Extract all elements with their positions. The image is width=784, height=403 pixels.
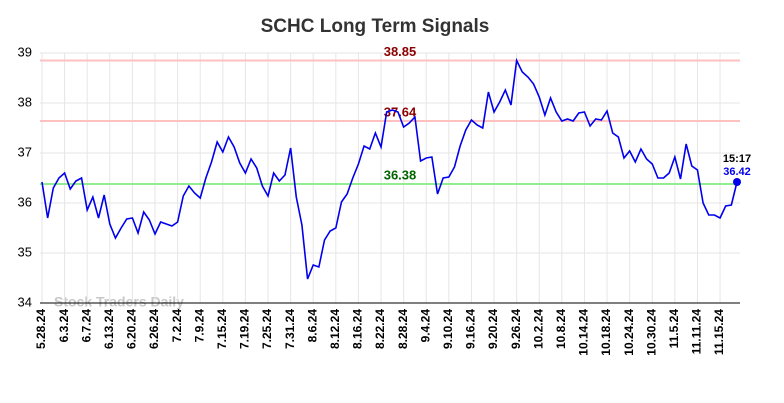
reference-label: 38.85 [384, 44, 417, 59]
last-value: 36.42 [723, 166, 751, 178]
x-tick-label: 7.2.24 [170, 309, 184, 343]
price-line [41, 57, 738, 280]
x-tick-label: 9.20.24 [486, 309, 500, 349]
x-tick-label: 8.28.24 [396, 309, 410, 349]
y-tick-label: 34 [18, 294, 32, 309]
x-tick-label: 6.26.24 [147, 309, 161, 349]
x-tick-label: 9.16.24 [464, 309, 478, 349]
x-tick-label: 10.30.24 [644, 309, 658, 356]
x-tick-label: 11.15.24 [712, 309, 726, 355]
reference-label: 36.38 [384, 167, 417, 182]
y-tick-label: 36 [18, 194, 32, 209]
x-tick-label: 7.25.24 [260, 309, 274, 349]
watermark: Stock Traders Daily [54, 294, 184, 310]
x-tick-label: 8.6.24 [305, 309, 319, 343]
x-tick-label: 10.24.24 [622, 309, 636, 356]
x-tick-label: 6.20.24 [125, 309, 139, 349]
x-tick-label: 7.9.24 [192, 309, 206, 343]
x-tick-label: 10.2.24 [531, 309, 545, 349]
x-tick-label: 6.3.24 [57, 309, 71, 343]
x-tick-label: 9.4.24 [418, 309, 432, 343]
x-tick-label: 10.8.24 [554, 309, 568, 349]
x-tick-label: 10.18.24 [599, 309, 613, 356]
y-tick-label: 35 [18, 244, 32, 259]
x-tick-label: 8.16.24 [351, 309, 365, 349]
x-tick-label: 11.5.24 [667, 309, 681, 349]
x-tick-label: 6.13.24 [102, 309, 116, 349]
x-tick-label: 10.14.24 [577, 309, 591, 356]
x-tick-label: 11.11.24 [690, 309, 704, 355]
last-point [733, 178, 741, 186]
x-tick-label: 6.7.24 [79, 309, 93, 343]
x-tick-label: 9.10.24 [441, 309, 455, 349]
x-tick-label: 8.22.24 [373, 309, 387, 349]
x-tick-label: 5.28.24 [34, 309, 48, 349]
x-tick-label: 7.31.24 [283, 309, 297, 349]
y-tick-label: 37 [18, 144, 32, 159]
x-tick-label: 9.26.24 [509, 309, 523, 349]
x-tick-label: 8.12.24 [328, 309, 342, 349]
chart-title: SCHC Long Term Signals [261, 16, 490, 37]
y-tick-label: 38 [18, 94, 32, 109]
last-time: 15:17 [723, 153, 751, 165]
x-tick-label: 7.19.24 [238, 309, 252, 349]
reference-label: 37.64 [384, 104, 417, 119]
y-tick-label: 39 [18, 44, 32, 59]
x-tick-label: 7.15.24 [215, 309, 229, 349]
